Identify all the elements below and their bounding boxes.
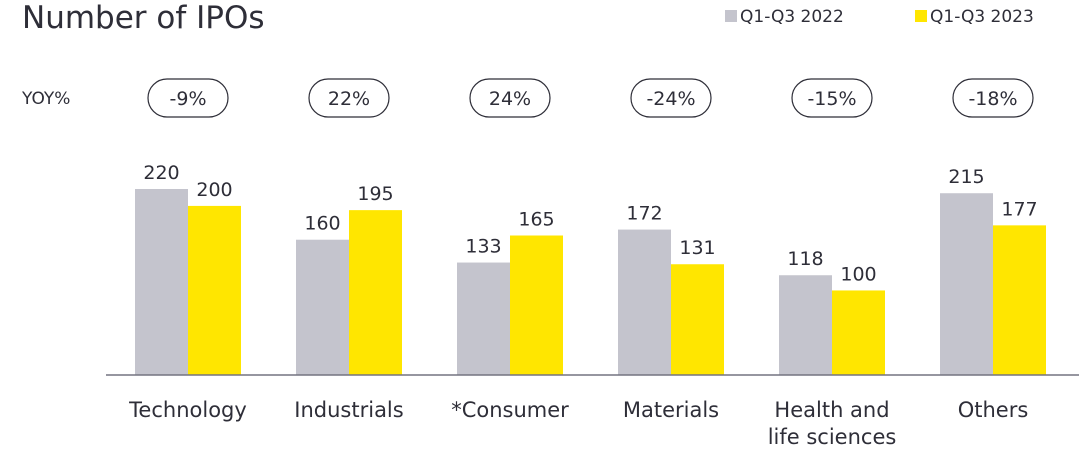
category-label-2: Industrials	[294, 398, 403, 422]
value-label-4-2: 131	[679, 237, 715, 259]
bar-6-series-1	[940, 193, 993, 375]
yoy-value-5: -15%	[807, 88, 856, 110]
yoy-value-2: 22%	[328, 88, 370, 110]
yoy-value-3: 24%	[489, 88, 531, 110]
category-label-5-line-1: Health and	[774, 398, 889, 422]
value-label-1-2: 200	[196, 179, 232, 201]
yoy-badges: -9% 22% 24% -24% -15% -18%	[147, 78, 1034, 118]
chart-title: Number of IPOs	[22, 0, 265, 36]
bar-3-series-2	[510, 235, 563, 375]
bar-6-series-2	[993, 225, 1046, 375]
yoy-value-1: -9%	[170, 88, 207, 110]
category-labels: Technology Industrials *Consumer Materials H…	[128, 398, 1028, 449]
value-label-2-1: 160	[304, 213, 340, 235]
yoy-badge-3	[469, 78, 551, 118]
category-label-3: *Consumer	[451, 398, 569, 422]
value-label-5-1: 118	[787, 248, 823, 270]
value-label-1-1: 220	[143, 162, 179, 184]
legend-swatch-2	[915, 10, 927, 22]
yoy-row-label: YOY%	[21, 89, 70, 109]
value-label-3-2: 165	[518, 209, 554, 231]
bar-5-series-2	[832, 290, 885, 375]
bar-1-series-1	[135, 189, 188, 375]
category-label-6: Others	[958, 398, 1029, 422]
yoy-badge-5	[791, 78, 873, 118]
value-label-6-1: 215	[948, 166, 984, 188]
yoy-badge-4	[630, 78, 712, 118]
value-label-5-2: 100	[840, 263, 876, 285]
yoy-badge-2	[308, 78, 390, 118]
yoy-badge-1	[147, 78, 229, 118]
bar-2-series-1	[296, 239, 349, 375]
bar-2-series-2	[349, 210, 402, 375]
yoy-value-4: -24%	[646, 88, 695, 110]
value-label-3-1: 133	[465, 236, 501, 258]
yoy-value-6: -18%	[968, 88, 1017, 110]
bar-3-series-1	[457, 262, 510, 375]
category-label-4: Materials	[623, 398, 719, 422]
legend-label-1: Q1-Q3 2022	[740, 7, 844, 27]
category-label-5-line-2: life sciences	[768, 425, 897, 449]
category-label-1: Technology	[128, 398, 247, 422]
legend-swatch-1	[725, 10, 737, 22]
bars: 220 200 160 195 133 165 172 131 118 100 215 177	[135, 162, 1046, 375]
value-label-2-2: 195	[357, 183, 393, 205]
value-label-4-1: 172	[626, 203, 662, 225]
legend-label-2: Q1-Q3 2023	[930, 7, 1034, 27]
bar-4-series-1	[618, 229, 671, 375]
yoy-badge-6	[952, 78, 1034, 118]
legend: Q1-Q3 2022 Q1-Q3 2023	[725, 7, 1034, 27]
bar-4-series-2	[671, 264, 724, 375]
bar-5-series-1	[779, 275, 832, 375]
bar-1-series-2	[188, 205, 241, 375]
value-label-6-2: 177	[1001, 198, 1037, 220]
